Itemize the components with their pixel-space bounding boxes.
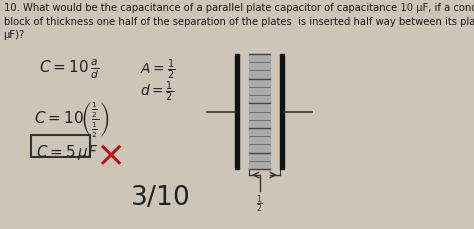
Bar [280, 55, 284, 169]
Text: $C = 10\!\left(\frac{\frac{1}{2}}{\frac{1}{2}}\right)$: $C = 10\!\left(\frac{\frac{1}{2}}{\frac{… [34, 100, 109, 138]
Text: $C = 5\,\mu F$: $C = 5\,\mu F$ [36, 142, 99, 161]
Text: 10. What would be the capacitance of a parallel plate capacitor of capacitance 1: 10. What would be the capacitance of a p… [3, 3, 474, 40]
Text: $\times$: $\times$ [95, 137, 123, 171]
Text: $A = \frac{1}{2}$: $A = \frac{1}{2}$ [140, 58, 176, 82]
Bar [249, 55, 270, 169]
Bar [31, 135, 90, 157]
Text: $\frac{1}{2}$: $\frac{1}{2}$ [256, 193, 263, 215]
Text: $C = 10\,\frac{a}{d}$: $C = 10\,\frac{a}{d}$ [38, 58, 99, 81]
Text: $3/10$: $3/10$ [130, 184, 189, 210]
Text: $d = \frac{1}{2}$: $d = \frac{1}{2}$ [140, 80, 174, 104]
Bar [235, 55, 239, 169]
